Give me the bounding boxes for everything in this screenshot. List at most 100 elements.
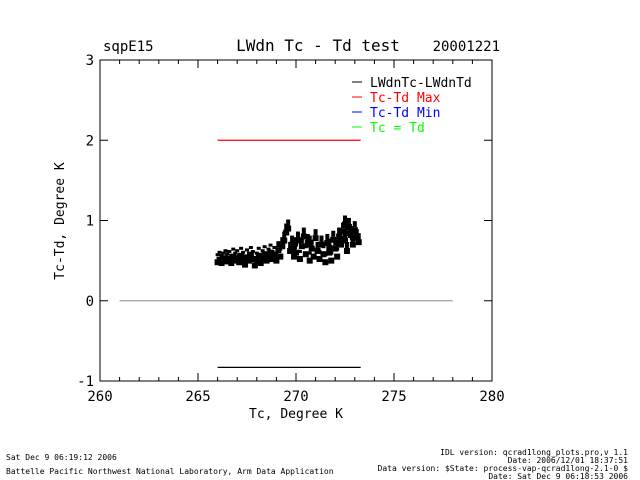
data-point (228, 260, 235, 267)
data-point (247, 252, 254, 259)
data-point (266, 247, 271, 251)
data-point (337, 227, 342, 234)
data-point (239, 246, 244, 250)
x-axis-label: Tc, Degree K (249, 407, 343, 422)
data-point (317, 250, 322, 254)
chart-title: LWdn Tc - Td test (236, 36, 400, 55)
data-point (264, 251, 269, 255)
idl-version: IDL version: qcrad1long_plots.pro,v 1.1 (440, 448, 628, 457)
data-point (281, 237, 288, 244)
data-point (234, 255, 241, 262)
y-tick-label: 3 (86, 53, 94, 69)
data-point (315, 241, 320, 248)
data-point (294, 237, 301, 244)
data-point (311, 247, 316, 251)
data-point (270, 250, 275, 254)
y-tick-label: 0 (86, 294, 94, 310)
data-point (344, 241, 349, 248)
data-point (277, 253, 284, 260)
legend-label: LWdnTc-LWdnTd (370, 76, 472, 91)
data-point (262, 245, 267, 249)
data-point (285, 225, 292, 232)
data-point (236, 259, 243, 266)
data-point (242, 261, 249, 268)
y-tick-label: 2 (86, 133, 94, 149)
data-point (293, 249, 299, 256)
data-point (356, 233, 361, 240)
data-point (283, 229, 290, 236)
data-point (238, 252, 245, 259)
data-point (265, 253, 272, 260)
data-point (343, 215, 347, 222)
y-tick-label: -1 (77, 374, 94, 390)
data-point (269, 256, 276, 263)
x-tick-label: 265 (185, 389, 210, 405)
data-point (313, 229, 318, 236)
data-point (327, 238, 332, 245)
data-point (329, 251, 334, 255)
site-label: sqpE15 (103, 39, 154, 55)
data-point (287, 247, 294, 254)
legend-label: Tc-Td Max (370, 91, 441, 106)
data-point (227, 250, 232, 254)
data-point (286, 219, 291, 226)
data-point (244, 254, 250, 261)
idl-date: Date: 2006/12/01 18:37:51 (508, 456, 629, 465)
data-point (245, 248, 249, 252)
data-point (215, 253, 220, 257)
data-point (319, 235, 324, 242)
data-point (248, 246, 253, 250)
data-point (257, 260, 264, 267)
data-point (323, 253, 328, 257)
run-time: Sat Dec 9 06:19:12 2006 (6, 453, 117, 462)
data-point (240, 256, 247, 263)
data-point (216, 256, 223, 263)
data-date: Date: Sat Dec 9 06:18:53 2006 (488, 472, 628, 480)
data-point (241, 250, 246, 254)
data-point (326, 244, 333, 251)
data-point (259, 255, 266, 262)
data-point (291, 253, 298, 260)
data-point (301, 227, 306, 234)
data-point (231, 247, 236, 251)
data-point (273, 257, 280, 264)
data-point (226, 256, 233, 263)
data-point (271, 252, 278, 259)
data-point (263, 257, 270, 264)
data-point (325, 233, 330, 240)
data-point (251, 262, 258, 269)
data-point (272, 246, 277, 250)
data-point (279, 243, 286, 250)
data-point (318, 241, 325, 248)
data-point (331, 230, 336, 237)
data-point (350, 228, 355, 235)
data-point (342, 221, 348, 228)
y-tick-label: 1 (86, 214, 94, 230)
x-tick-label: 275 (381, 389, 406, 405)
legend-label: Tc = Td (370, 121, 425, 136)
data-point (349, 241, 356, 248)
data-point (302, 251, 309, 258)
x-tick-label: 270 (283, 389, 308, 405)
data-point (307, 251, 312, 255)
data-point (343, 247, 350, 254)
data-point (335, 247, 340, 251)
data-point (300, 233, 307, 240)
data-point (349, 234, 356, 241)
data-point (334, 253, 341, 260)
data-point (310, 253, 317, 260)
data-point (306, 257, 313, 264)
data-point (322, 259, 329, 266)
x-tick-label: 260 (87, 389, 112, 405)
data-point (276, 241, 281, 248)
data-point (222, 255, 229, 262)
data-point (297, 250, 302, 254)
data-point (217, 250, 222, 254)
data-point (230, 253, 237, 260)
y-axis-label: Tc-Td, Degree K (53, 162, 68, 280)
data-point (352, 221, 357, 228)
data-point (343, 230, 350, 237)
data-point (306, 241, 313, 248)
data-point (291, 243, 298, 250)
